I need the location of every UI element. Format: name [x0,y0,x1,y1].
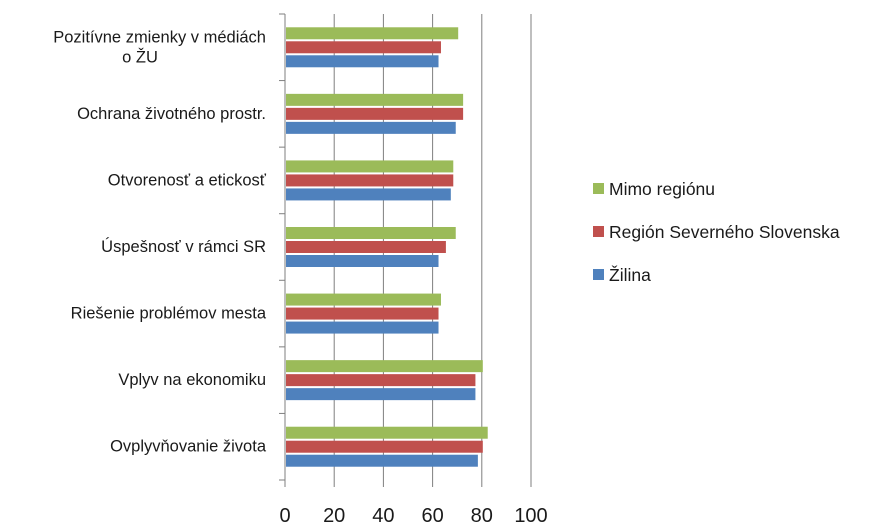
bars [286,27,488,467]
bar [286,241,446,253]
bar [286,188,451,201]
legend-label: Žilina [609,265,651,285]
bar [286,27,459,40]
bar [286,255,439,267]
bar [286,93,464,106]
bar [286,307,439,320]
bar [286,55,439,68]
bar [286,227,456,239]
bar [286,107,464,120]
category-label: Otvorenosť a etickosť [108,171,267,189]
bar [286,160,454,173]
x-tick-label: 60 [421,505,443,527]
legend-label: Mimo regiónu [609,179,715,199]
category-label: Ochrana životného prostr. [77,105,266,123]
legend-label: Región Severného Slovenska [609,222,840,242]
x-tick-label: 20 [323,505,345,527]
category-label: Riešenie problémov mesta [71,305,267,323]
category-label: Úspešnosť v rámci SR [101,237,266,256]
category-label: Ovplyvňovanie života [110,438,267,456]
x-tick-label: 40 [372,505,394,527]
legend: Mimo regiónu Región Severného Slovenska Ži… [593,179,840,285]
bar [286,426,488,439]
category-label: o ŽU [122,47,158,66]
x-tick-label: 80 [471,505,493,527]
bar [286,41,441,54]
legend-swatch [593,269,604,280]
legend-swatch [593,183,604,194]
bar [286,374,476,387]
x-tick-label: 100 [514,505,547,527]
value-axis: 0 20 40 60 80 100 [279,13,548,527]
x-tick-label: 0 [279,505,290,527]
bar [286,174,454,187]
bar [286,388,476,401]
category-label: Vplyv na ekonomiku [118,371,266,389]
bar [286,293,441,306]
bar [286,454,478,467]
bar [286,121,456,134]
category-label: Pozitívne zmienky v médiách [53,28,266,46]
bar [286,440,483,453]
legend-swatch [593,226,604,237]
bar [286,360,483,373]
bar [286,321,439,334]
